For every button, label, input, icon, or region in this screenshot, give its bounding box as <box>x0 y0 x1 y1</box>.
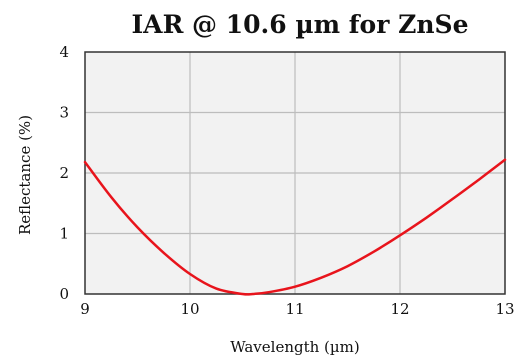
x-axis-label: Wavelength (µm) <box>230 338 359 356</box>
x-tick-label: 13 <box>495 300 514 318</box>
y-tick-label: 4 <box>59 43 69 61</box>
y-axis-ticks: 0 1 2 3 4 <box>59 43 69 303</box>
x-tick-label: 10 <box>180 300 199 318</box>
y-tick-label: 2 <box>59 164 69 182</box>
data-series <box>83 158 507 296</box>
x-tick-label: 9 <box>80 300 90 318</box>
reflectance-curve <box>83 158 507 296</box>
y-tick-label: 0 <box>59 285 69 303</box>
x-tick-label: 11 <box>285 300 304 318</box>
chart-title: IAR @ 10.6 µm for ZnSe <box>131 10 468 39</box>
plot-frame <box>84 51 506 295</box>
y-tick-label: 1 <box>59 225 69 243</box>
y-axis-label: Reflectance (%) <box>16 115 34 235</box>
x-tick-label: 12 <box>390 300 409 318</box>
grid-lines <box>85 52 505 294</box>
x-axis-ticks: 9 10 11 12 13 <box>80 300 514 318</box>
y-tick-label: 3 <box>59 104 69 122</box>
